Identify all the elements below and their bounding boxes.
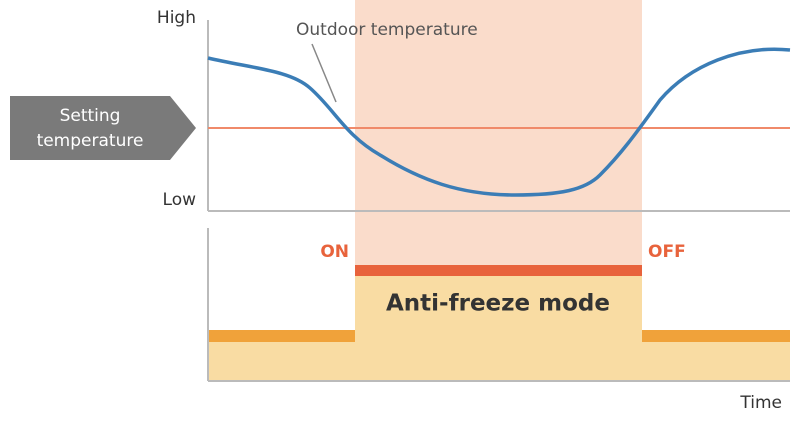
- on-level: [355, 265, 642, 276]
- mode-label: Anti-freeze mode: [386, 291, 610, 317]
- high-label: High: [157, 8, 196, 28]
- on-label: ON: [320, 242, 349, 262]
- setting-label: Setting: [60, 106, 121, 126]
- low-label: Low: [163, 190, 197, 210]
- setting-label: temperature: [37, 131, 144, 151]
- time-label: Time: [739, 393, 782, 413]
- off-label: OFF: [648, 242, 686, 262]
- mode-band: [355, 272, 642, 380]
- curve-label: Outdoor temperature: [296, 20, 478, 40]
- outdoor-curve: [207, 47, 791, 197]
- setting-box: [10, 96, 196, 160]
- callout-line: [311, 43, 337, 103]
